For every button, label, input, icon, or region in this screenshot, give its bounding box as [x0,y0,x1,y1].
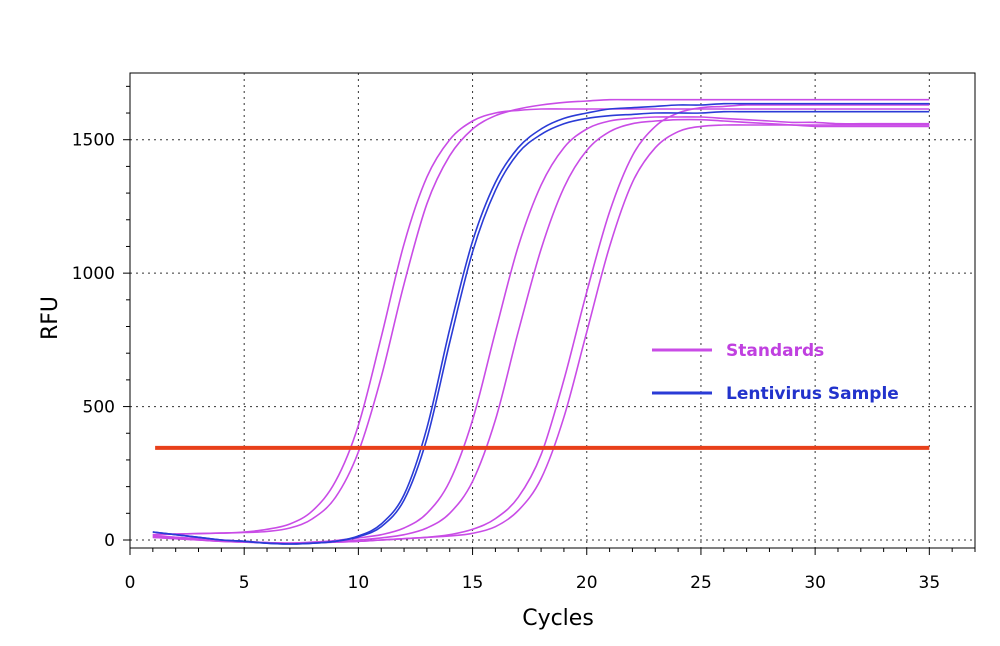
legend: Standards Lentivirus Sample [652,341,899,404]
axis-ticks: 0 5 10 15 20 25 30 35 0 500 1000 1500 [72,85,976,593]
x-tick-label: 25 [690,573,712,593]
x-tick-label: 5 [239,573,250,593]
y-tick-label: 500 [83,398,115,418]
sample-curve-7 [152,110,930,545]
plot-frame [129,72,976,549]
x-tick-label: 0 [125,573,136,593]
gridlines [130,73,975,548]
standard-curve-5 [152,124,930,545]
x-tick-label: 30 [804,573,826,593]
y-axis-title: RFU [38,296,63,340]
amplification-curves [152,98,930,545]
y-tick-label: 1000 [72,264,115,284]
y-tick-label: 1500 [72,131,115,151]
standard-curve-1 [152,98,930,536]
legend-label-sample: Lentivirus Sample [726,384,899,404]
standard-curve-0 [152,108,930,536]
y-tick-label: 0 [104,531,115,551]
x-tick-label: 20 [576,573,598,593]
legend-label-standards: Standards [726,341,824,361]
x-tick-label: 10 [348,573,370,593]
x-tick-label: 35 [919,573,941,593]
x-tick-label: 15 [462,573,484,593]
x-axis-title: Cycles [522,606,594,631]
